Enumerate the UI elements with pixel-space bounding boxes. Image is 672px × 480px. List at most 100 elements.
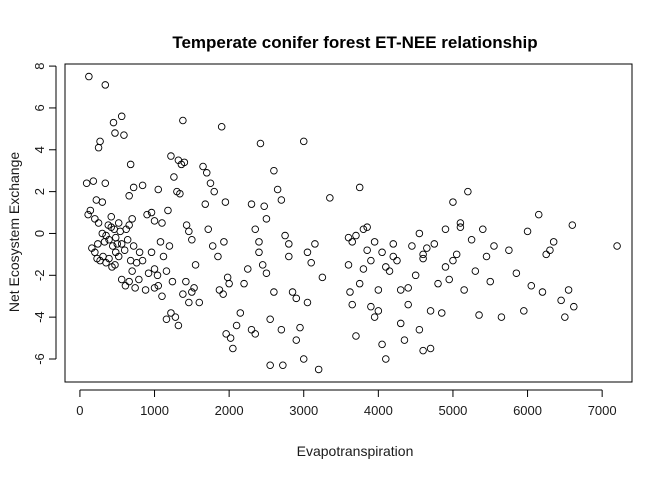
data-point [613,242,621,250]
data-point [415,229,424,238]
data-point [82,179,91,187]
data-point [185,298,193,307]
data-point [318,273,327,282]
data-point [344,233,353,242]
data-point [144,269,153,277]
data-point [201,200,210,208]
data-point [389,240,398,248]
data-point [419,254,427,263]
data-point [520,307,528,315]
data-point [374,286,383,294]
y-tick-label: -6 [32,353,47,365]
data-point [430,240,439,248]
data-point [355,279,364,288]
data-point [96,137,104,146]
data-point [179,290,187,298]
x-axis-label: Evapotranspiration [297,443,414,459]
data-point [94,240,102,248]
data-point [123,235,132,244]
data-point [150,265,159,273]
data-point [105,254,113,263]
data-point [464,187,472,196]
data-point [374,307,383,315]
data-point [260,202,268,211]
data-point [143,210,151,219]
data-point [125,277,133,286]
data-point [125,221,133,229]
data-point [303,298,312,307]
data-point [479,225,487,234]
data-point [396,319,405,328]
data-point [273,185,282,194]
y-axis-label: Net Ecosystem Exchange [6,152,22,313]
data-point [471,267,480,275]
data-point [165,242,174,250]
data-point [121,282,130,290]
y-tick-label: 2 [32,188,47,195]
data-point [240,279,248,288]
data-point [512,269,521,277]
data-point [262,269,271,277]
data-point [538,288,547,296]
data-point [108,242,117,250]
data-point [129,242,138,250]
data-point [307,259,315,267]
data-point [109,118,118,127]
data-point [288,288,297,296]
data-point [120,246,129,254]
x-tick-label: 2000 [215,403,244,418]
data-point [505,246,513,254]
data-point [171,313,180,321]
data-point [111,129,119,137]
data-point [367,256,375,265]
data-point [434,279,442,288]
data-point [232,321,241,330]
data-point [174,321,183,330]
data-point [162,315,171,323]
data-point [266,315,274,323]
y-tick-label: 6 [32,104,47,111]
data-point [568,221,577,229]
data-point [113,240,121,248]
x-axis: 0 1000 2000 3000 4000 5000 6000 7000 [76,389,617,418]
data-point [153,271,162,280]
data-point [88,244,96,252]
data-points [82,72,621,374]
data-point [236,309,245,317]
data-point [419,346,427,355]
data-point [415,325,424,334]
data-point [94,143,103,152]
data-point [251,330,259,338]
data-point [167,152,175,160]
data-point [147,208,156,217]
data-point [188,288,196,296]
data-point [557,296,565,305]
data-point [210,187,218,196]
x-tick-label: 7000 [588,403,617,418]
data-point [219,290,227,298]
data-point [285,240,293,248]
data-point [159,252,168,261]
data-point [129,183,138,192]
data-point [147,248,156,257]
data-point [314,365,323,374]
data-point [438,309,446,317]
data-point [452,250,461,259]
data-point [355,183,364,192]
data-point [170,173,178,181]
data-point [281,231,289,240]
data-point [456,219,465,227]
data-point [85,72,93,81]
x-tick-label: 5000 [438,403,467,418]
data-point [114,219,123,227]
data-point [400,336,409,344]
data-point [117,275,126,284]
data-point [247,325,256,334]
data-point [419,250,427,259]
data-point [527,282,536,290]
data-point [367,302,375,311]
data-point [292,294,301,303]
data-point [208,242,217,250]
data-point [296,323,304,332]
